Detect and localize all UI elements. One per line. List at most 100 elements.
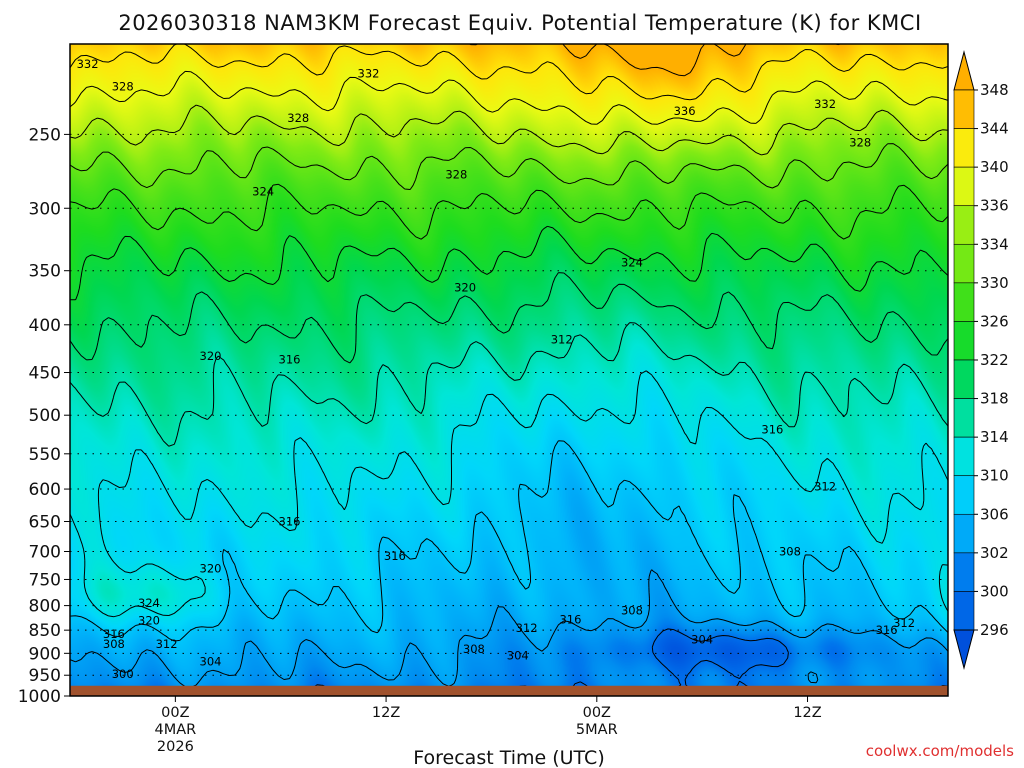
contour-label: 316 — [279, 514, 301, 528]
contour-label: 308 — [463, 642, 485, 656]
colorbar: 348 344 340 336 334 330 326 322 318 314 310 306 302 3… — [953, 50, 1009, 670]
y-tick-label: 550 — [29, 445, 61, 465]
contour-label: 316 — [103, 627, 125, 641]
x-tick-label: 5MAR — [576, 722, 618, 738]
y-tick-label: 300 — [29, 199, 61, 219]
y-tick-label: 750 — [29, 570, 61, 590]
colorbar-label: 322 — [980, 351, 1009, 369]
contour-label: 324 — [138, 596, 160, 610]
colorbar-label: 302 — [980, 544, 1009, 562]
contour-label: 308 — [779, 545, 801, 559]
colorbar-swatch — [953, 475, 975, 515]
x-tick-label: 2026 — [157, 739, 194, 755]
y-tick-label: 500 — [29, 406, 61, 426]
colorbar-swatch — [953, 513, 975, 554]
colorbar-swatch — [953, 359, 975, 399]
colorbar-label: 340 — [980, 158, 1009, 176]
y-tick-label: 800 — [29, 597, 61, 617]
contour-label: 332 — [814, 97, 836, 111]
colorbar-bottom-arrow — [953, 629, 975, 670]
contour-label: 332 — [358, 66, 380, 80]
contour-label: 300 — [112, 667, 134, 681]
colorbar-label: 300 — [980, 582, 1009, 600]
contour-label: 320 — [200, 349, 222, 363]
colorbar-label: 296 — [980, 621, 1009, 639]
y-tick-label: 450 — [29, 364, 61, 384]
contour-label: 312 — [893, 616, 915, 630]
x-axis-label: Forecast Time (UTC) — [413, 747, 604, 768]
colorbar-label: 348 — [980, 81, 1009, 99]
colorbar-label: 336 — [980, 197, 1009, 215]
colorbar-label: 330 — [980, 274, 1009, 292]
contour-label: 304 — [691, 633, 713, 647]
contour-lines — [69, 43, 949, 697]
contour-label: 328 — [849, 135, 871, 149]
y-axis: 250 300 350 400 450 500 550 600 650 700 750 800 850 9… — [18, 125, 70, 707]
colorbar-label: 318 — [980, 390, 1009, 408]
contour-label: 336 — [674, 104, 696, 118]
y-tick-label: 850 — [29, 621, 61, 641]
colorbar-label: 314 — [980, 428, 1009, 446]
x-tick-label: 00Z — [161, 705, 189, 721]
colorbar-label: 306 — [980, 505, 1009, 523]
contour-label: 316 — [761, 423, 783, 437]
contour-label: 304 — [507, 649, 529, 663]
chart-title: 2026030318 NAM3KM Forecast Equiv. Potent… — [118, 11, 921, 35]
contour-label: 332 — [77, 57, 99, 71]
colorbar-swatch — [953, 166, 975, 207]
contour-label: 316 — [384, 549, 406, 563]
y-tick-label: 950 — [29, 666, 61, 686]
contour-label: 312 — [516, 621, 538, 635]
theta-e-field — [70, 44, 948, 696]
contour-label: 328 — [445, 167, 467, 181]
x-tick-label: 00Z — [583, 705, 611, 721]
colorbar-swatch — [953, 128, 975, 168]
colorbar-label: 334 — [980, 235, 1009, 253]
plot-frame — [69, 43, 949, 697]
colorbar-swatch — [953, 205, 975, 245]
contour-label: 312 — [551, 333, 573, 347]
colorbar-label: 326 — [980, 312, 1009, 330]
contour-label: 328 — [112, 79, 134, 93]
x-tick-label: 4MAR — [154, 722, 196, 738]
contour-label: 308 — [621, 604, 643, 618]
colorbar-swatch — [953, 436, 975, 477]
contour-label: 316 — [559, 613, 581, 627]
colorbar-swatch — [953, 89, 975, 129]
y-tick-label: 650 — [29, 512, 61, 532]
y-tick-label: 900 — [29, 644, 61, 664]
colorbar-swatch — [953, 398, 975, 438]
x-tick-label: 12Z — [372, 705, 400, 721]
y-tick-label: 350 — [29, 262, 61, 282]
colorbar-label: 344 — [980, 120, 1009, 138]
contour-label: 316 — [279, 353, 301, 367]
y-tick-label: 1000 — [18, 687, 61, 707]
contour-label: 316 — [876, 623, 898, 637]
colorbar-swatch — [953, 282, 975, 322]
contour-label: 312 — [156, 637, 178, 651]
colorbar-label: 310 — [980, 467, 1009, 485]
y-tick-label: 600 — [29, 480, 61, 500]
colorbar-top-arrow — [953, 50, 975, 91]
x-tick-label: 12Z — [793, 705, 821, 721]
colorbar-swatch — [953, 243, 975, 284]
contour-label: 308 — [103, 637, 125, 651]
colorbar-swatch — [953, 591, 975, 631]
colorbar-swatch — [953, 552, 975, 592]
contour-label: 304 — [200, 654, 222, 668]
colorbar-swatch — [953, 321, 975, 361]
ground-fill — [70, 685, 948, 696]
y-tick-label: 400 — [29, 316, 61, 336]
contour-label: 320 — [454, 281, 476, 295]
contour-label: 328 — [287, 111, 309, 125]
contour-label: 324 — [621, 256, 643, 270]
contour-label: 320 — [200, 562, 222, 576]
contour-label: 312 — [814, 479, 836, 493]
contour-label: 324 — [252, 185, 274, 199]
contour-label: 320 — [138, 614, 160, 628]
credit-text: coolwx.com/models — [866, 742, 1014, 760]
